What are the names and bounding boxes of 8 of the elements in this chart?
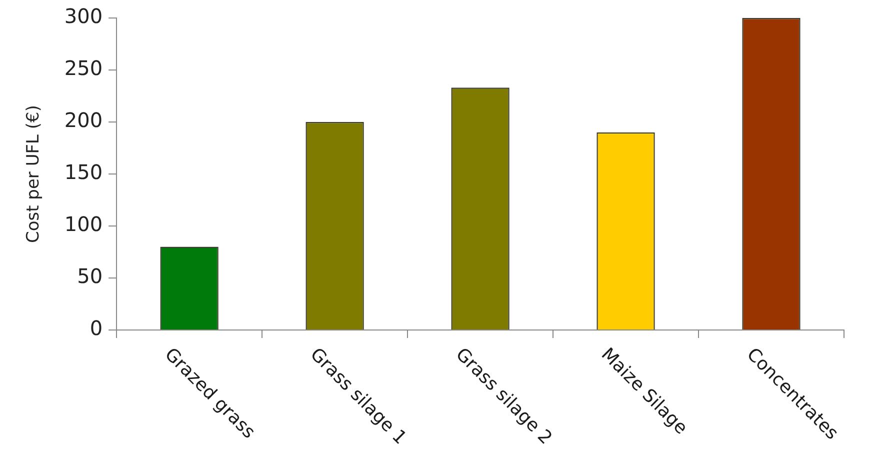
y-tick-label: 200 [64,108,103,132]
y-tick-label: 250 [64,56,103,80]
y-tick-label: 150 [64,160,103,184]
y-tick-label: 0 [90,316,103,340]
y-axis-title: Cost per UFL (€) [24,104,44,244]
y-tick-label: 300 [64,4,103,28]
y-tick-label: 50 [77,264,103,288]
y-tick-label: 100 [64,212,103,236]
